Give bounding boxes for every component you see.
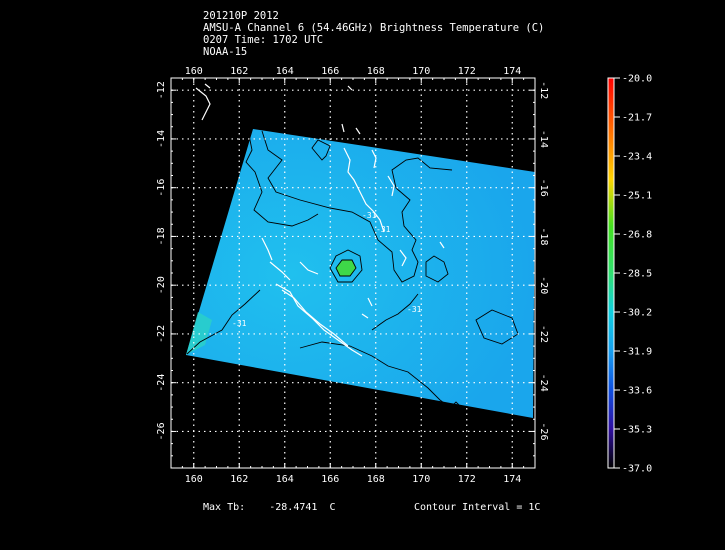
colorbar-tick-label: -25.1: [622, 191, 652, 202]
colorbar-tick-label: -21.7: [622, 113, 652, 124]
contour-label: -31: [407, 305, 422, 314]
lon-tick-label-top: 164: [276, 66, 294, 77]
axis-tick-labels: 160 160 162 162 164 164 166 166 168 168 170 170 172 1…: [156, 66, 549, 485]
colorbar-tick-label: -20.0: [622, 74, 652, 85]
lon-tick-label-bottom: 168: [367, 474, 385, 485]
colorbar-tick-label: -28.5: [622, 269, 652, 280]
header-product: AMSU-A Channel 6 (54.46GHz) Brightness T…: [203, 22, 545, 34]
lon-tick-label-top: 170: [412, 66, 430, 77]
lat-tick-label-right: -22: [538, 325, 549, 343]
lon-tick-label-top: 168: [367, 66, 385, 77]
lat-tick-label-left: -22: [156, 325, 167, 343]
max-tb-value: -28.4741: [269, 502, 318, 513]
colorbar-tick-label: -30.2: [622, 308, 652, 319]
lat-tick-label-right: -20: [538, 276, 549, 294]
colorbar-tick-label: -35.3: [622, 425, 652, 436]
lat-tick-label-left: -26: [156, 422, 167, 440]
coastlines: [195, 83, 445, 357]
lat-tick-label-right: -16: [538, 179, 549, 197]
lon-tick-label-bottom: 166: [321, 474, 339, 485]
header-block: 201210P 2012 AMSU-A Channel 6 (54.46GHz)…: [203, 10, 544, 58]
contour-interval-label: Contour Interval = 1C: [414, 502, 541, 513]
colorbar: [607, 77, 615, 469]
max-tb-label: Max Tb:: [203, 502, 246, 513]
contour-lines: [186, 129, 519, 417]
lat-tick-label-left: -24: [156, 374, 167, 392]
header-time: 0207 Time: 1702 UTC: [203, 34, 324, 46]
lat-lon-grid: [170, 77, 536, 469]
contour-label: -31: [362, 211, 377, 220]
swath-field: [186, 129, 535, 418]
lon-tick-label-bottom: 160: [185, 474, 203, 485]
colorbar-tick-labels: -20.0 -21.7 -23.4 -25.1 -26.8 -28.5 -30.2 -31.9…: [614, 74, 652, 475]
lon-tick-label-top: 172: [458, 66, 476, 77]
max-tb-readout: Max Tb: -28.4741 C: [203, 502, 336, 513]
lon-tick-label-bottom: 172: [458, 474, 476, 485]
lat-tick-label-right: -18: [538, 227, 549, 245]
lon-tick-label-top: 166: [321, 66, 339, 77]
lat-tick-label-right: -24: [538, 374, 549, 392]
contour-label: -31: [232, 319, 247, 328]
lon-tick-label-bottom: 164: [276, 474, 294, 485]
lat-tick-label-right: -14: [538, 130, 549, 148]
colorbar-tick-label: -31.9: [622, 347, 652, 358]
colorbar-tick-label: -37.0: [622, 464, 652, 475]
lat-tick-label-left: -20: [156, 276, 167, 294]
max-tb-unit: C: [329, 502, 336, 513]
lon-tick-label-bottom: 170: [412, 474, 430, 485]
lon-tick-label-top: 174: [503, 66, 521, 77]
colorbar-tick-label: -26.8: [622, 230, 652, 241]
lon-tick-label-bottom: 174: [503, 474, 521, 485]
lat-tick-label-left: -18: [156, 227, 167, 245]
lon-tick-label-top: 162: [230, 66, 248, 77]
colorbar-tick-label: -23.4: [622, 152, 652, 163]
colorbar-tick-label: -33.6: [622, 386, 652, 397]
lat-tick-label-left: -14: [156, 130, 167, 148]
header-storm-id: 201210P 2012: [203, 10, 279, 22]
lat-tick-label-right: -12: [538, 81, 549, 99]
lat-tick-label-left: -12: [156, 81, 167, 99]
lon-tick-label-top: 160: [185, 66, 203, 77]
lat-tick-label-left: -16: [156, 179, 167, 197]
lat-tick-label-right: -26: [538, 422, 549, 440]
lon-tick-label-bottom: 162: [230, 474, 248, 485]
header-satellite: NOAA-15: [203, 46, 248, 58]
